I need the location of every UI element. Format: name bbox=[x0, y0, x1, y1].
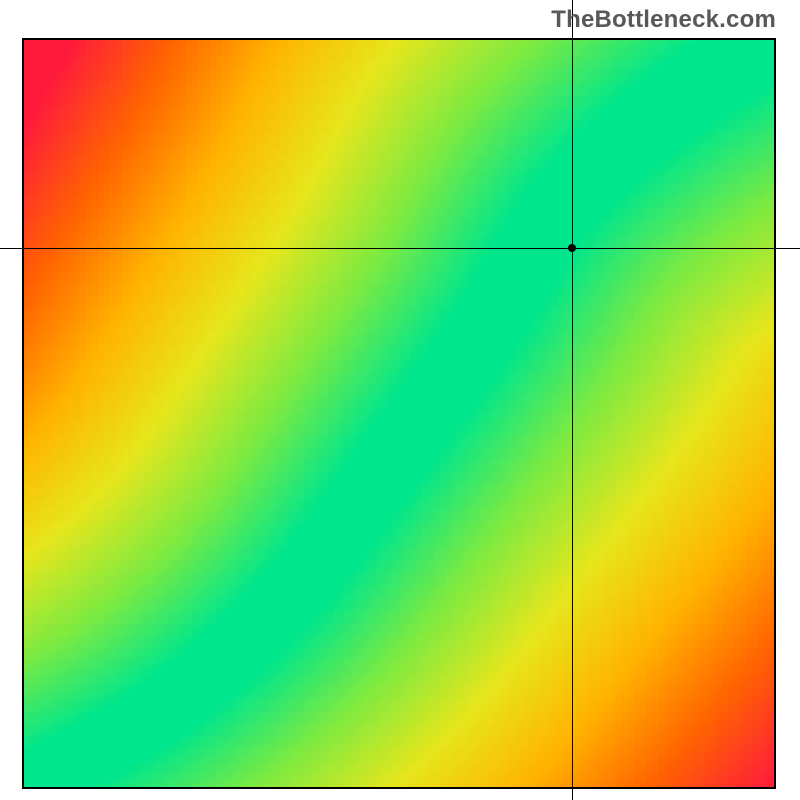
heatmap-canvas bbox=[22, 38, 776, 789]
crosshair-horizontal bbox=[0, 248, 800, 249]
watermark-text: TheBottleneck.com bbox=[551, 6, 776, 34]
chart-container: TheBottleneck.com bbox=[0, 0, 800, 800]
crosshair-vertical bbox=[572, 0, 573, 800]
crosshair-point bbox=[568, 244, 576, 252]
